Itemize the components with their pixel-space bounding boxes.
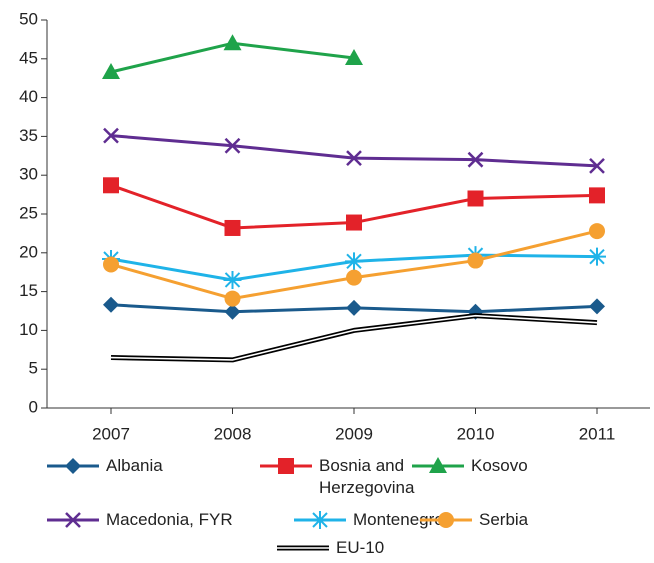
y-tick-label: 10 — [19, 320, 38, 339]
chart: 0 5 10 15 20 25 30 35 40 45 50 2007 2008 2009 2010 2011 — [19, 9, 650, 443]
y-tick-label: 15 — [19, 281, 38, 300]
series-line — [110, 313, 598, 363]
marker — [103, 127, 119, 144]
marker — [278, 458, 294, 474]
legend-label: Bosnia and Herzegovina — [319, 456, 415, 497]
marker — [224, 303, 241, 320]
marker — [103, 177, 119, 194]
legend-item: Kosovo — [410, 455, 528, 477]
legend-item: EU-10 — [275, 537, 384, 559]
x-tick-label: 2011 — [579, 424, 616, 443]
marker — [103, 256, 119, 273]
legend-item: Albania — [45, 455, 163, 477]
legend-label: Montenegro — [353, 510, 444, 529]
y-tick-label: 50 — [19, 9, 38, 28]
y-tick-label: 5 — [29, 359, 38, 378]
series-line-inner — [110, 314, 598, 361]
legend-swatch — [294, 511, 346, 529]
legend-label: Macedonia, FYR — [106, 510, 233, 529]
marker — [429, 457, 447, 473]
y-tick-label: 35 — [19, 126, 38, 145]
marker — [346, 299, 362, 316]
marker — [467, 190, 484, 207]
marker — [589, 158, 605, 174]
legend-swatch — [260, 458, 312, 474]
legend-label: Kosovo — [471, 456, 528, 475]
y-tick-label: 0 — [29, 397, 38, 416]
y-tick-label: 40 — [19, 87, 38, 106]
marker — [102, 62, 120, 79]
marker — [224, 219, 241, 236]
legend-swatch — [277, 545, 329, 551]
legend-item: Montenegro — [292, 509, 444, 531]
marker — [65, 458, 81, 474]
marker — [223, 270, 242, 289]
x-tick-label: 2008 — [214, 424, 252, 443]
y-tick-label: 20 — [19, 242, 38, 261]
marker — [103, 296, 119, 313]
marker — [589, 223, 605, 240]
legend-item: Serbia — [418, 509, 528, 531]
marker — [589, 298, 605, 315]
legend-label: Serbia — [479, 510, 529, 529]
x-tick-label: 2010 — [457, 424, 495, 443]
legend-swatch — [47, 512, 99, 528]
legend-item: Macedonia, FYR — [45, 509, 233, 531]
marker — [467, 252, 484, 269]
legend-label: EU-10 — [336, 538, 385, 557]
legend-swatch — [47, 458, 99, 474]
marker — [589, 187, 605, 204]
marker — [224, 137, 241, 154]
y-tick-label: 25 — [19, 203, 38, 222]
marker — [223, 34, 242, 51]
marker — [346, 150, 362, 167]
marker — [467, 151, 484, 168]
marker — [588, 247, 606, 266]
marker — [346, 214, 362, 231]
marker — [65, 512, 81, 528]
legend-swatch — [412, 457, 464, 473]
series-line — [110, 134, 598, 168]
x-tick-label: 2007 — [92, 424, 130, 443]
marker — [345, 49, 363, 66]
x-tick-label: 2009 — [335, 424, 373, 443]
marker — [224, 290, 241, 307]
y-tick-label: 30 — [19, 165, 38, 184]
marker — [346, 269, 362, 286]
legend-label: Albania — [106, 456, 163, 475]
marker — [345, 252, 363, 271]
legend-item: Bosnia and Herzegovina — [258, 455, 414, 499]
y-tick-label: 45 — [19, 48, 38, 67]
marker — [438, 512, 454, 528]
legend-swatch — [420, 512, 472, 528]
marker — [311, 511, 329, 529]
